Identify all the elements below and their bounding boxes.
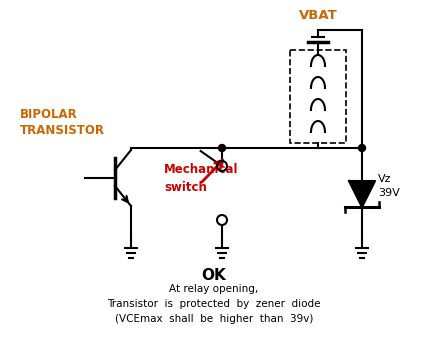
Text: OK: OK — [202, 268, 227, 283]
Text: (VCEmax  shall  be  higher  than  39v): (VCEmax shall be higher than 39v) — [115, 314, 313, 324]
Polygon shape — [349, 181, 375, 207]
Text: Mechanical
switch: Mechanical switch — [164, 163, 239, 194]
Circle shape — [359, 144, 366, 152]
Text: At relay opening,: At relay opening, — [169, 284, 259, 294]
Text: Transistor  is  protected  by  zener  diode: Transistor is protected by zener diode — [107, 299, 321, 309]
Text: BIPOLAR
TRANSISTOR: BIPOLAR TRANSISTOR — [20, 108, 105, 137]
Circle shape — [218, 144, 226, 152]
Text: Vz
39V: Vz 39V — [378, 175, 400, 197]
Text: VBAT: VBAT — [299, 9, 337, 22]
